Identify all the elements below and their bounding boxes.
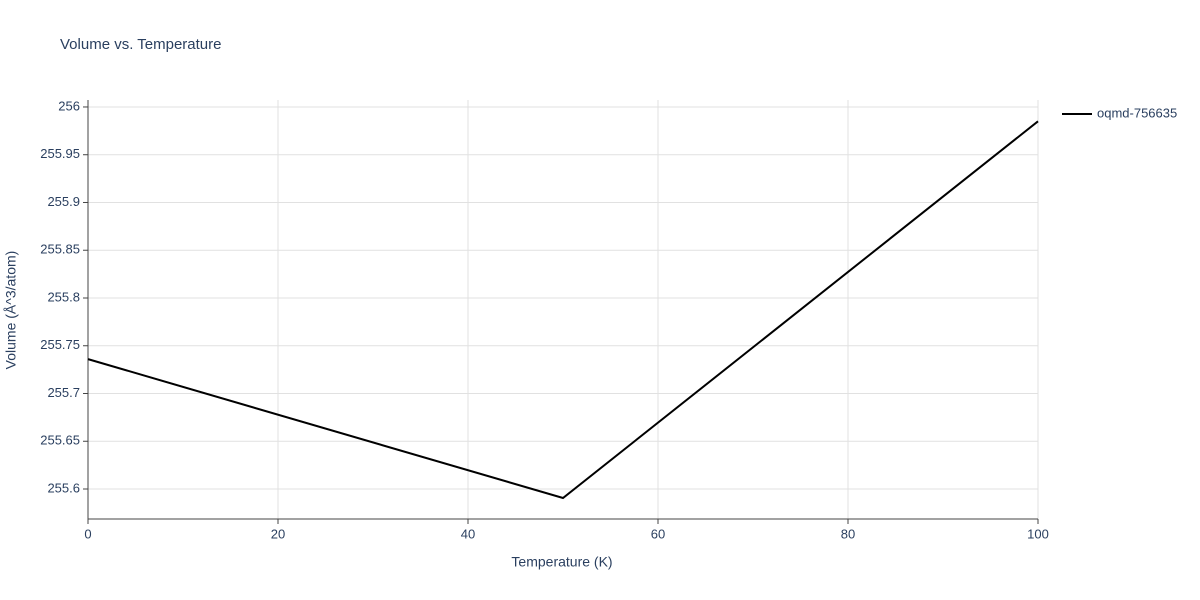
- x-tick-label: 20: [271, 526, 285, 541]
- y-tick-label: 255.9: [47, 194, 80, 209]
- x-tick-label: 100: [1027, 526, 1049, 541]
- x-tick-label: 80: [841, 526, 855, 541]
- data-line: [87, 120, 1039, 500]
- x-tick-label: 0: [84, 526, 91, 541]
- y-tick-label: 255.85: [40, 242, 80, 257]
- y-tick-label: 255.95: [40, 146, 80, 161]
- y-tick-label: 255.7: [47, 385, 80, 400]
- x-tick-label: 60: [651, 526, 665, 541]
- chart-title: Volume vs. Temperature: [60, 36, 221, 53]
- x-tick-label: 40: [461, 526, 475, 541]
- y-tick-label: 256: [58, 98, 80, 113]
- y-tick-label: 255.8: [47, 289, 80, 304]
- legend-label: oqmd-756635: [1097, 105, 1177, 120]
- y-tick-label: 255.75: [40, 337, 80, 352]
- y-tick-label: 255.65: [40, 433, 80, 448]
- y-axis-title: Volume (Å^3/atom): [3, 251, 19, 370]
- x-axis-title: Temperature (K): [511, 554, 612, 570]
- y-tick-label: 255.6: [47, 480, 80, 495]
